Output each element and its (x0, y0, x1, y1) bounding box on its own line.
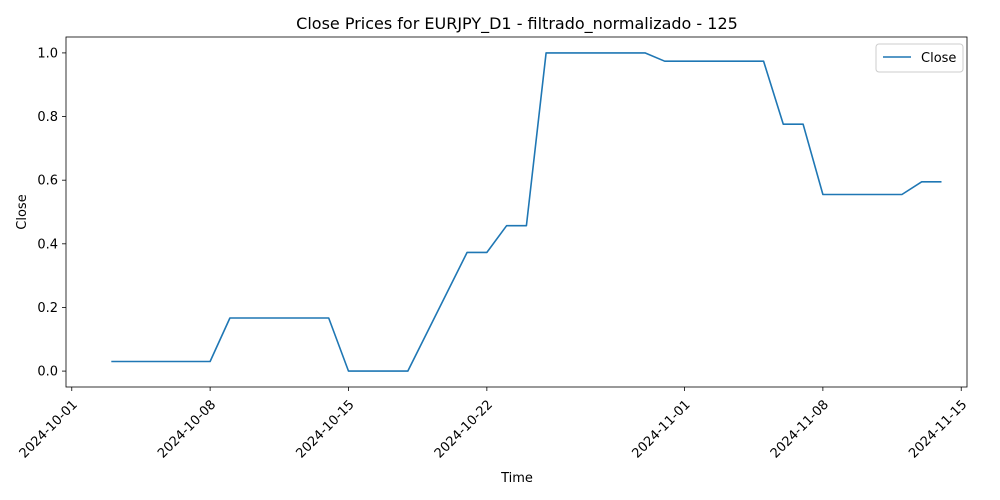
x-axis-label: Time (500, 471, 533, 486)
x-tick-label: 2024-11-08 (768, 397, 832, 461)
legend-box (875, 43, 964, 73)
chart-title: Close Prices for EURJPY_D1 - filtrado_no… (296, 14, 738, 34)
x-tick-label: 2024-11-15 (906, 397, 970, 461)
legend-label-close: Close (921, 51, 956, 66)
y-tick-label: 0.8 (37, 110, 58, 125)
y-axis-label: Close (15, 194, 30, 229)
x-tick-label: 2024-10-08 (155, 397, 219, 461)
x-tick-label: 2024-10-01 (17, 397, 81, 461)
plot-frame (65, 36, 968, 388)
x-tick-label: 2024-10-15 (294, 397, 358, 461)
legend: Close (875, 43, 964, 73)
y-tick-label: 1.0 (37, 46, 58, 61)
series-line-close (111, 52, 942, 372)
y-tick-label: 0.0 (37, 365, 58, 380)
y-tick-label: 0.4 (37, 237, 58, 252)
y-tick-label: 0.6 (37, 174, 58, 189)
y-tick-label: 0.2 (37, 301, 58, 316)
tick-layer: 2024-10-01 2024-10-08 2024-10-15 2024-10-22… (17, 46, 971, 461)
x-tick-label: 2024-11-01 (630, 397, 694, 461)
x-tick-label: 2024-10-22 (432, 397, 496, 461)
